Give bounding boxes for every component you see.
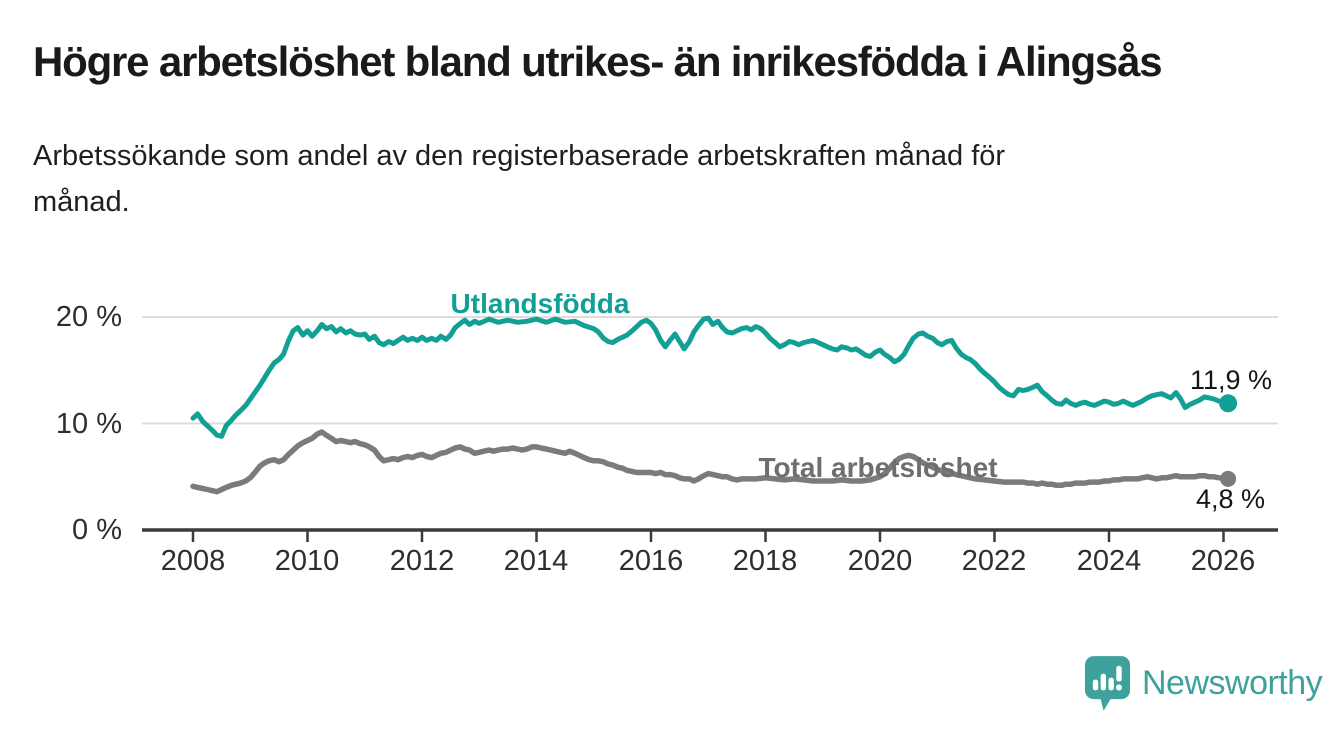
x-axis-label-2018: 2018 — [732, 545, 798, 577]
series-label-total-arbetsloshet: Total arbetslöshet — [758, 452, 998, 483]
x-axis-label-2014: 2014 — [503, 545, 569, 577]
logo-exclamation-dot — [1115, 684, 1122, 691]
page-title: Högre arbetslöshet bland utrikes- än inr… — [33, 38, 1163, 85]
x-axis-label-2026: 2026 — [1190, 545, 1256, 577]
series-label-utlandsfodda: Utlandsfödda — [450, 288, 630, 319]
chart-subtitle: Arbetssökande som andel av den registerb… — [33, 140, 1006, 218]
newsworthy-logo: Newsworthy — [1084, 655, 1323, 712]
y-axis-label-20: 20 % — [55, 301, 122, 333]
end-value-label-utlandsfodda: 11,9 % — [1190, 365, 1273, 395]
logo-bar-3 — [1108, 677, 1114, 691]
newsworthy-logo-icon — [1084, 656, 1131, 711]
x-axis-label-2012: 2012 — [389, 545, 455, 577]
y-axis-label-10: 10 % — [55, 408, 122, 440]
logo-bar-1 — [1092, 679, 1099, 691]
logo-bubble-shape — [1084, 656, 1131, 711]
newsworthy-logo-text: Newsworthy — [1142, 664, 1323, 702]
logo-bar-2 — [1100, 673, 1107, 691]
x-axis-label-2010: 2010 — [274, 545, 340, 577]
x-axis-label-2022: 2022 — [961, 545, 1027, 577]
x-axis-label-2024: 2024 — [1076, 545, 1142, 577]
x-axis-label-2008: 2008 — [160, 545, 226, 577]
x-axis-label-2020: 2020 — [847, 545, 913, 577]
x-axis-label-2016: 2016 — [618, 545, 684, 577]
logo-exclamation-bar — [1116, 665, 1122, 682]
y-axis-label-0: 0 % — [72, 514, 122, 546]
end-value-label-total: 4,8 % — [1196, 484, 1266, 514]
